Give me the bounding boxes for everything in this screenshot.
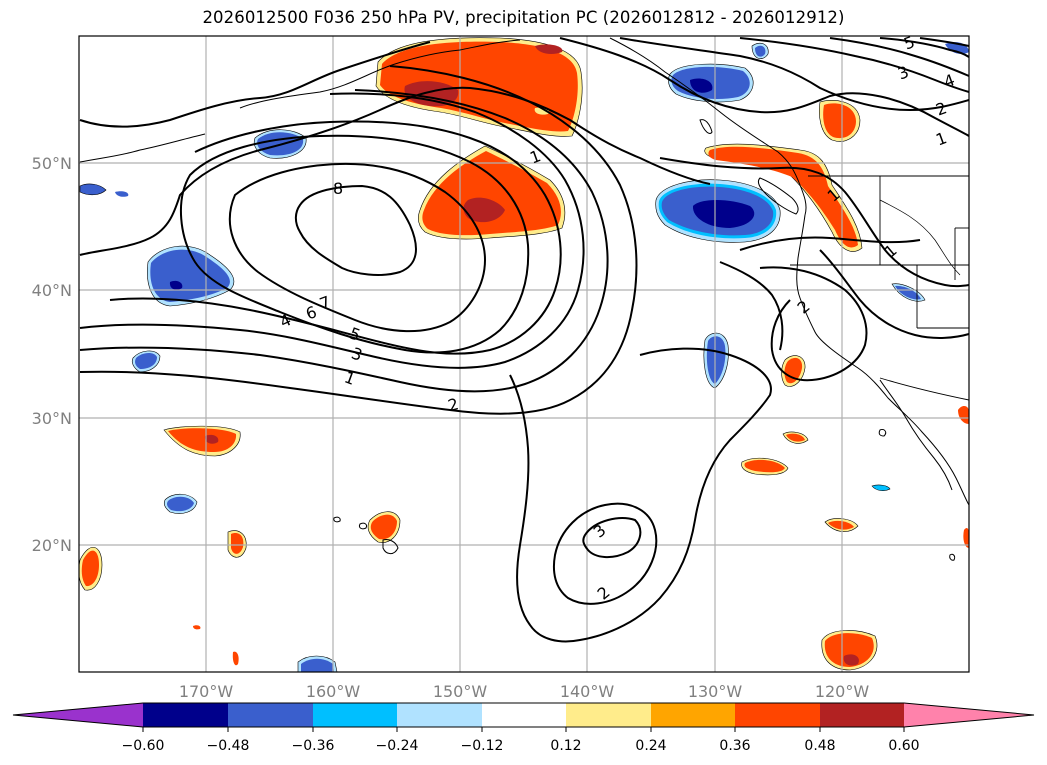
colorbar-label-neg012: −0.12 — [461, 738, 504, 754]
lon-label-150w: 150°W — [433, 682, 488, 701]
lon-label-130w: 130°W — [688, 682, 743, 701]
precip-positive-central — [418, 145, 566, 240]
lon-label-170w: 170°W — [179, 682, 234, 701]
colorbar-label-024: 0.24 — [635, 738, 666, 754]
precip-positive-gulf-alaska — [375, 37, 583, 137]
colorbar-label-048: 0.48 — [804, 738, 835, 754]
colorbar-segment-4 — [397, 703, 482, 727]
lon-label-120w: 120°W — [815, 682, 870, 701]
colorbar-extend-high — [904, 703, 1034, 727]
colorbar-label-neg024: −0.24 — [376, 738, 419, 754]
precip-positive-small-cells — [78, 355, 969, 671]
precip-positive-pacific-nw — [704, 100, 863, 252]
lon-label-160w: 160°W — [306, 682, 361, 701]
contour-labels: 8 7 6 5 4 3 1 2 1 1 2 3 4 5 1 2 3 2 1 — [277, 32, 958, 603]
lat-label-20n: 20°N — [32, 536, 72, 555]
colorbar-segment-3 — [313, 703, 397, 727]
colorbar-label-neg036: −0.36 — [292, 738, 335, 754]
political-borders — [790, 175, 970, 401]
colorbar-segment-6 — [566, 703, 651, 727]
colorbar-segment-2 — [228, 703, 313, 727]
longitude-labels: 170°W 160°W 150°W 140°W 130°W 120°W — [179, 682, 870, 701]
colorbar-segment-7 — [651, 703, 735, 727]
lat-label-30n: 30°N — [32, 409, 72, 428]
colorbar-label-neg060: −0.60 — [122, 738, 165, 754]
lon-label-140w: 140°W — [560, 682, 615, 701]
precipitation-shading — [78, 37, 969, 673]
lat-label-50n: 50°N — [32, 154, 72, 173]
colorbar: −0.60 −0.48 −0.36 −0.24 −0.12 0.12 0.24 … — [12, 702, 1035, 754]
colorbar-label-036: 0.36 — [719, 738, 750, 754]
contour-label-2-west: 2 — [446, 394, 461, 415]
colorbar-segment-8 — [735, 703, 820, 727]
pv-contours — [79, 37, 970, 643]
colorbar-label-060: 0.60 — [888, 738, 919, 754]
latitude-labels: 50°N 40°N 30°N 20°N — [32, 154, 72, 555]
colorbar-label-012: 0.12 — [550, 738, 581, 754]
colorbar-ticks — [142, 727, 905, 732]
contour-label-8: 8 — [333, 179, 343, 198]
lat-label-40n: 40°N — [32, 281, 72, 300]
figure-title: 2026012500 F036 250 hPa PV, precipitatio… — [202, 8, 845, 27]
colorbar-segment-5 — [482, 703, 566, 727]
colorbar-segment-9 — [820, 703, 904, 727]
colorbar-label-neg048: −0.48 — [207, 738, 250, 754]
colorbar-segment-1 — [143, 703, 228, 727]
map-frame — [78, 35, 970, 673]
graticule — [79, 36, 969, 672]
colorbar-extend-low — [13, 703, 143, 727]
